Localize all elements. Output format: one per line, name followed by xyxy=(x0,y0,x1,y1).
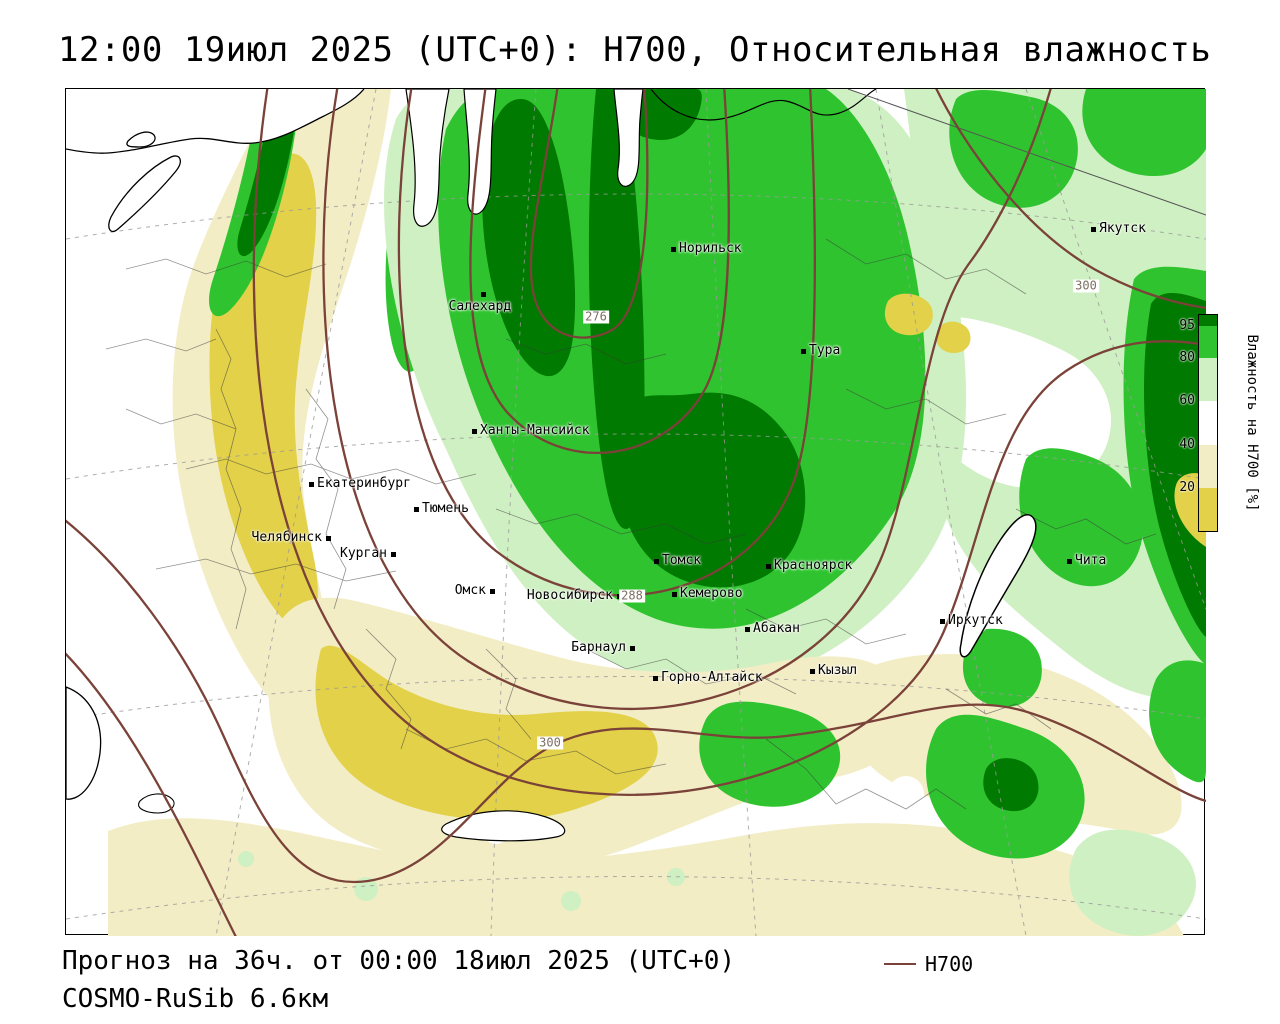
colorbar-segment xyxy=(1199,315,1217,326)
colorbar-tick: 80 xyxy=(1179,350,1195,366)
contour-label: 288 xyxy=(619,588,645,603)
city-label: Кызыл xyxy=(818,663,858,678)
city-marker xyxy=(1091,227,1096,232)
colorbar-tick: 60 xyxy=(1179,393,1195,409)
colorbar-tick: 95 xyxy=(1179,317,1195,333)
contour-label: 300 xyxy=(1073,278,1099,293)
colorbar-label: Влажность на H700 [%] xyxy=(1244,334,1260,512)
city-label: Абакан xyxy=(753,621,800,636)
city-label: Красноярск xyxy=(774,558,853,573)
map-overlay: Норильск Якутск Салехард Тура Ханты-Мансийск… xyxy=(66,89,1206,936)
city-marker xyxy=(481,292,486,297)
city-marker xyxy=(766,564,771,569)
city-label: Тюмень xyxy=(422,501,469,516)
domain-border xyxy=(847,89,1206,216)
city-marker xyxy=(654,559,659,564)
map-canvas xyxy=(66,89,1206,936)
city-label: Салехард xyxy=(448,299,512,314)
contour-legend: H700 xyxy=(884,952,973,976)
city-marker xyxy=(653,676,658,681)
city-marker xyxy=(630,646,635,651)
contour-label: 276 xyxy=(583,309,609,324)
city-label: Омск xyxy=(454,583,486,598)
colorbar-segment xyxy=(1199,358,1217,402)
h700-line-sample xyxy=(884,963,916,965)
city-label: Новосибирск xyxy=(526,588,613,603)
city-label: Челябинск xyxy=(251,530,322,545)
page-title: 12:00 19июл 2025 (UTC+0): H700, Относите… xyxy=(58,30,1212,70)
city-marker xyxy=(490,589,495,594)
city-label: Кемерово xyxy=(680,586,743,601)
model-info: COSMO-RuSib 6.6км xyxy=(62,984,329,1014)
graticule xyxy=(66,89,1206,936)
contour-label: 300 xyxy=(537,735,563,750)
colorbar-segments xyxy=(1199,315,1217,531)
humidity-field xyxy=(108,89,1206,936)
colorbar-segment xyxy=(1199,444,1217,488)
city-label: Якутск xyxy=(1099,221,1146,236)
colorbar-tick: 20 xyxy=(1179,479,1195,495)
city-marker xyxy=(414,507,419,512)
city-marker xyxy=(940,619,945,624)
colorbar-segment xyxy=(1199,401,1217,445)
city-label: Чита xyxy=(1075,553,1107,568)
admin-borders xyxy=(105,238,1157,810)
city-label: Тура xyxy=(809,343,841,358)
city-marker xyxy=(672,592,677,597)
colorbar-tick: 40 xyxy=(1179,436,1195,452)
city-marker xyxy=(671,247,676,252)
city-marker xyxy=(801,349,806,354)
city-label: Екатеринбург xyxy=(317,476,411,491)
colorbar: 95 80 60 40 20 xyxy=(1179,314,1218,532)
city-label: Иркутск xyxy=(948,613,1003,628)
city-marker xyxy=(309,482,314,487)
colorbar-segment xyxy=(1199,325,1217,359)
city-marker xyxy=(391,552,396,557)
forecast-info: Прогноз на 36ч. от 00:00 18июл 2025 (UTC… xyxy=(62,946,736,976)
city-label: Норильск xyxy=(679,241,742,256)
city-label: Горно-Алтайск xyxy=(661,670,763,685)
city-marker xyxy=(810,669,815,674)
city-label: Томск xyxy=(662,553,702,568)
map-frame: Норильск Якутск Салехард Тура Ханты-Мансийск… xyxy=(65,88,1206,936)
city-label: Ханты-Мансийск xyxy=(480,423,590,438)
colorbar-ticks: 95 80 60 40 20 xyxy=(1179,315,1217,531)
city-label: Барнаул xyxy=(571,640,626,655)
city-marker xyxy=(745,627,750,632)
colorbar-segment xyxy=(1199,487,1217,531)
city-marker xyxy=(1067,559,1072,564)
city-marker xyxy=(472,429,477,434)
city-label: Курган xyxy=(340,546,387,561)
legend-label: H700 xyxy=(925,952,974,976)
coastlines xyxy=(66,89,1206,842)
city-marker xyxy=(326,536,331,541)
